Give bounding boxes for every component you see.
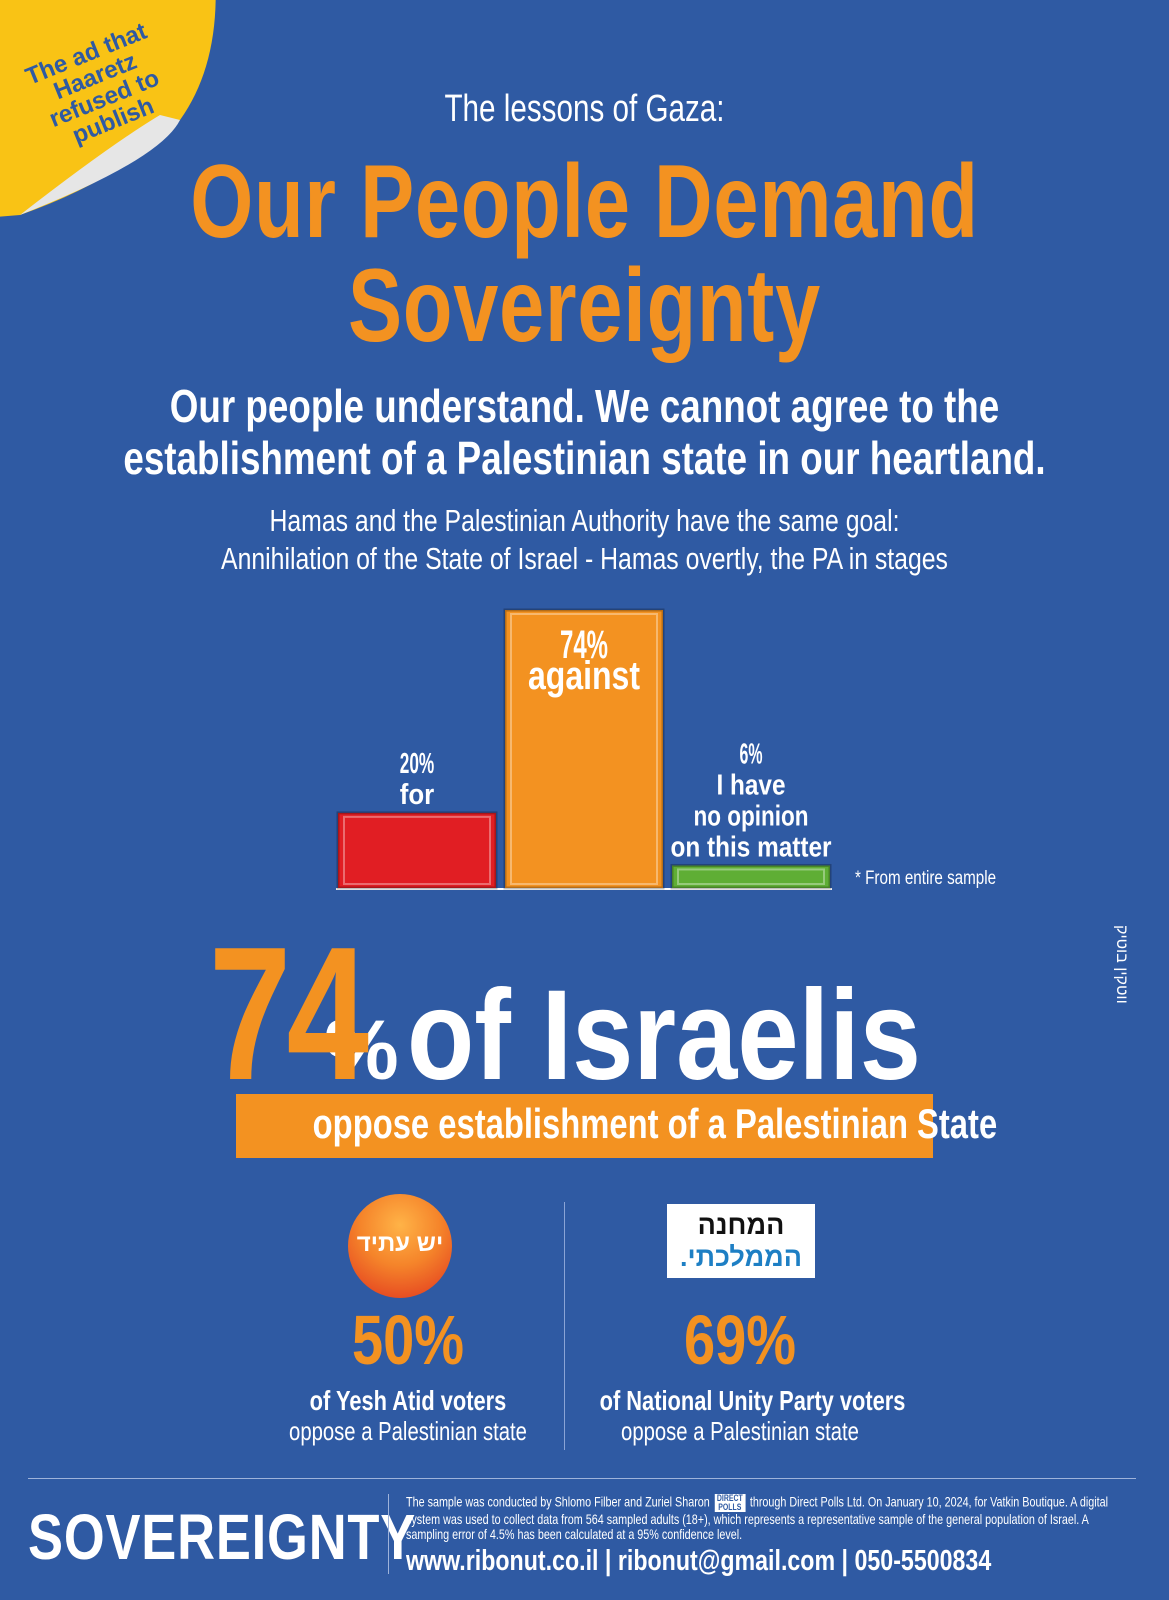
big-stat: 74%of Israelis bbox=[0, 905, 1169, 1123]
yesh-atid-line-1: of Yesh Atid voters bbox=[309, 1385, 507, 1416]
footer-text-part-1: The sample was conducted by Shlomo Filbe… bbox=[406, 1493, 710, 1510]
bar-2-label-line-1: 74% bbox=[560, 623, 608, 667]
bar-3 bbox=[670, 863, 832, 890]
oppose-banner-text: oppose establishment of a Palestinian St… bbox=[312, 1100, 998, 1147]
bar-2-highlight bbox=[510, 613, 658, 885]
bar-2 bbox=[503, 608, 665, 890]
sticker-badge bbox=[0, 0, 216, 217]
designer-credit: ווטקין בוטיק bbox=[1113, 925, 1130, 1004]
headline-line-1: Our People Demand bbox=[190, 144, 979, 260]
yesh-atid-logo: יש עתיד bbox=[348, 1194, 452, 1298]
sticker-shape bbox=[0, 0, 216, 217]
national-unity-logo-line-2: הממלכתי. bbox=[679, 1242, 803, 1272]
footer-methodology: The sample was conducted by Shlomo Filbe… bbox=[406, 1494, 1130, 1542]
bar-1-label-line-1: 20% bbox=[400, 748, 435, 780]
bar-3-label-line-3: no opinion bbox=[694, 800, 809, 832]
national-unity-logo-line-1: המחנה bbox=[697, 1210, 785, 1240]
bar-2-label-line-2: against bbox=[528, 654, 640, 698]
footer-text-part-2: through Direct Polls Ltd. On January 10,… bbox=[406, 1493, 1108, 1542]
national-unity-percent: 69% bbox=[683, 1301, 797, 1379]
kicker: The lessons of Gaza: bbox=[444, 88, 725, 130]
big-stat-text: of Israelis bbox=[406, 964, 921, 1107]
footer-rule bbox=[28, 1478, 1136, 1479]
goal-text: Hamas and the Palestinian Authority have… bbox=[117, 502, 1052, 578]
footer-brand: SOVEREIGNTY bbox=[28, 1501, 417, 1573]
subhead-line-2: establishment of a Palestinian state in … bbox=[123, 432, 1046, 484]
party-divider bbox=[564, 1202, 565, 1450]
national-unity-line-2: oppose a Palestinian state bbox=[621, 1416, 859, 1446]
yesh-atid-logo-text: יש עתיד bbox=[356, 1230, 444, 1257]
big-stat-number: 74 bbox=[208, 908, 369, 1120]
oppose-banner: oppose establishment of a Palestinian St… bbox=[236, 1094, 998, 1158]
direct-polls-logo: DIRECT POLLS bbox=[714, 1494, 746, 1512]
sticker-curl bbox=[20, 115, 180, 215]
national-unity-line-1: of National Unity Party voters bbox=[599, 1385, 906, 1416]
bar-3-label-line-2: I have bbox=[717, 769, 786, 801]
subhead-line-1: Our people understand. We cannot agree t… bbox=[169, 380, 1000, 432]
footer-contact[interactable]: www.ribonut.co.il | ribonut@gmail.com | … bbox=[406, 1545, 992, 1577]
yesh-atid-percent: 50% bbox=[351, 1301, 465, 1379]
footer-separator bbox=[388, 1494, 389, 1574]
national-unity-logo: המחנה הממלכתי. bbox=[667, 1204, 815, 1278]
big-stat-percent: % bbox=[324, 1003, 399, 1097]
bar-3-highlight bbox=[677, 868, 825, 886]
subhead: Our people understand. We cannot agree t… bbox=[117, 380, 1052, 484]
bar-1-highlight bbox=[343, 815, 491, 885]
goal-line-2: Annihilation of the State of Israel - Ha… bbox=[221, 541, 948, 576]
bar-1 bbox=[336, 811, 498, 890]
headline-line-2: Sovereignty bbox=[348, 248, 821, 364]
yesh-atid-line-2: oppose a Palestinian state bbox=[289, 1416, 527, 1446]
sample-note: * From entire sample bbox=[855, 868, 997, 889]
headline: Our People Demand Sovereignty bbox=[129, 150, 1041, 358]
bar-1-label-line-2: for bbox=[400, 779, 435, 811]
bar-3-label-line-4: on this matter bbox=[671, 831, 832, 863]
goal-line-1: Hamas and the Palestinian Authority have… bbox=[269, 503, 900, 538]
bar-3-label-line-1: 6% bbox=[740, 738, 763, 770]
